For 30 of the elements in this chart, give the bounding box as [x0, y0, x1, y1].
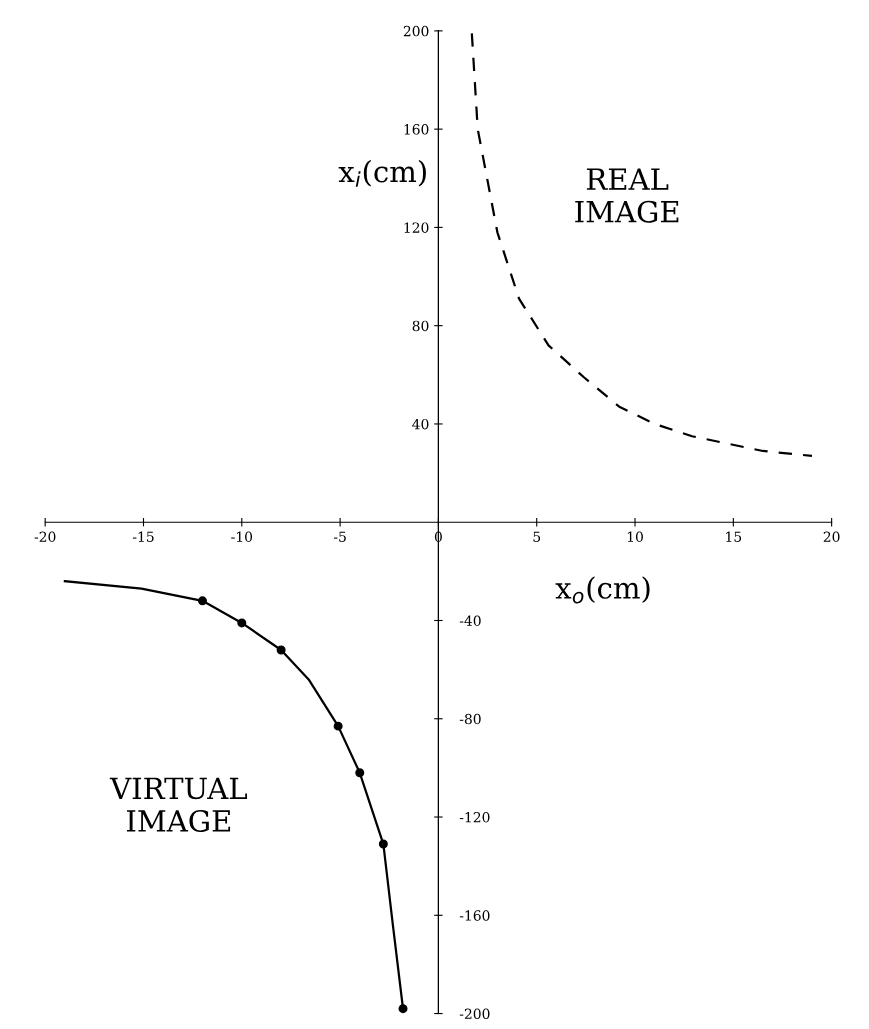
y2-tick-label: -40 [459, 615, 481, 626]
x-tick-label: 5 [533, 531, 541, 542]
point [378, 839, 388, 849]
y2-tick-label: -160 [459, 910, 490, 921]
y-tick-label: 40 [412, 418, 429, 430]
x-tick-label: 15 [726, 531, 742, 542]
x-axis-title: x$_{o}$(cm) [555, 576, 650, 604]
x-tick-label: -15 [132, 531, 154, 542]
point [197, 596, 207, 606]
point [398, 1004, 408, 1014]
x-tick-label: -10 [231, 531, 253, 542]
y-tick-label: 80 [412, 320, 429, 332]
y2-tick-label: -200 [459, 1008, 490, 1020]
annotation: VIRTUAL IMAGE [109, 777, 247, 832]
point [355, 768, 365, 778]
annotation: REAL IMAGE [575, 168, 679, 223]
x-tick-label: -5 [333, 531, 346, 542]
point [276, 645, 286, 655]
y2-tick-label: -120 [459, 811, 490, 823]
point [237, 618, 247, 628]
x-tick-label: 20 [823, 531, 840, 542]
line-series [470, 32, 814, 457]
y-axis-title: x$_{i}$(cm) [338, 159, 426, 187]
y-tick-label: 120 [404, 222, 429, 233]
y-tick-label: 200 [403, 25, 429, 37]
y2-tick-label: -80 [459, 713, 481, 725]
x-tick-label: -20 [34, 531, 56, 542]
x-tick-label: 10 [627, 531, 643, 542]
point [333, 721, 343, 731]
y-tick-label: 160 [404, 124, 429, 135]
